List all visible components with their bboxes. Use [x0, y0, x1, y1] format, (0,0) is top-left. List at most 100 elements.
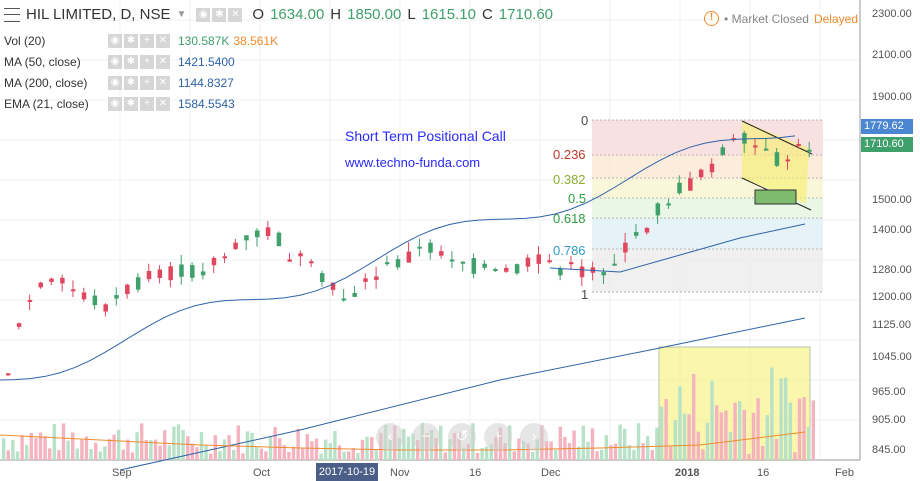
indicator-value: 1584.5543 — [178, 97, 235, 111]
volume-bar — [682, 413, 687, 460]
fib-band — [592, 218, 823, 249]
price-tag-blue: 1779.62 — [861, 119, 913, 134]
fib-band — [592, 249, 823, 292]
volume-bar — [2, 438, 6, 460]
candle-body — [525, 257, 531, 267]
plus-icon[interactable]: + — [140, 34, 154, 48]
menu-icon[interactable] — [4, 7, 20, 22]
volume-bar — [301, 448, 305, 460]
candle-body — [633, 232, 639, 236]
gear-icon[interactable]: ✱ — [124, 76, 138, 90]
gear-icon[interactable]: ✱ — [124, 34, 138, 48]
warning-icon: ! — [704, 11, 720, 26]
plus-icon[interactable]: + — [140, 76, 154, 90]
gear-icon[interactable]: ✱ — [212, 7, 227, 22]
volume-bar — [636, 423, 641, 460]
price-axis-label: 965.00 — [872, 386, 906, 398]
volume-bar — [581, 425, 585, 460]
volume-bar — [61, 423, 66, 460]
candle-body — [125, 284, 130, 295]
eye-icon[interactable]: ◉ — [196, 7, 211, 22]
candle-body — [179, 264, 184, 277]
close-icon[interactable]: ✕ — [156, 97, 170, 111]
zoom-in-icon[interactable]: + — [484, 423, 512, 451]
candle-body — [27, 299, 33, 302]
candle-body — [796, 144, 801, 147]
zoom-out-icon[interactable]: − — [412, 423, 440, 451]
close-icon[interactable]: ✕ — [156, 76, 170, 90]
candle-body — [655, 203, 661, 216]
volume-bar — [20, 435, 24, 460]
price-axis-label: 1500.00 — [872, 194, 912, 206]
eye-icon[interactable]: ◉ — [108, 97, 122, 111]
eye-icon[interactable]: ◉ — [108, 55, 122, 69]
fib-level-1: 1 — [581, 287, 589, 302]
time-axis-label: Feb — [835, 467, 854, 479]
chevron-left-icon[interactable]: ‹ — [376, 423, 404, 451]
time-axis-label: 2018 — [675, 467, 700, 479]
candle-body — [103, 304, 108, 312]
volume-bar — [678, 386, 682, 460]
close-icon[interactable]: ✕ — [156, 55, 170, 69]
price-axis-label: 2100.00 — [872, 49, 912, 61]
annotation-url[interactable]: www.techno-funda.com — [345, 155, 481, 170]
volume-bar — [89, 449, 93, 460]
volume-bar — [485, 446, 489, 460]
candle-body — [38, 282, 43, 288]
volume-bar — [144, 439, 148, 460]
close-icon[interactable]: ✕ — [228, 7, 243, 22]
candle-body — [763, 148, 769, 151]
volume-bar — [788, 402, 792, 460]
candle-body — [244, 235, 249, 241]
volume-bar — [406, 436, 411, 460]
volume-bar — [443, 452, 447, 460]
symbol-name[interactable]: HIL LIMITED, D, NSE — [26, 6, 171, 23]
indicator-name: MA (200, close) — [4, 76, 88, 90]
volume-bar — [25, 444, 29, 460]
market-status[interactable]: ! • Market Closed Delayed — [704, 11, 858, 26]
volume-bar — [135, 432, 139, 460]
reset-icon[interactable]: ↺ — [448, 423, 476, 451]
eye-icon[interactable]: ◉ — [108, 34, 122, 48]
plus-icon[interactable]: + — [140, 97, 154, 111]
gear-icon[interactable]: ✱ — [124, 55, 138, 69]
volume-bar — [287, 451, 291, 460]
volume-bar — [623, 428, 627, 460]
candle-body — [287, 259, 292, 262]
volume-bar — [356, 453, 360, 460]
volume-bar — [259, 448, 263, 460]
volume-bar — [751, 412, 756, 460]
volume-bar — [333, 431, 337, 460]
plus-icon[interactable]: + — [140, 55, 154, 69]
volume-bar — [296, 428, 300, 460]
volume-bar — [770, 367, 774, 460]
candle-body — [406, 251, 412, 263]
candle-body — [114, 295, 119, 299]
volume-bar — [397, 438, 401, 460]
indicator-name: MA (50, close) — [4, 55, 81, 69]
indicator-name: EMA (21, close) — [4, 97, 89, 111]
candle-body — [579, 266, 585, 278]
gear-icon[interactable]: ✱ — [124, 97, 138, 111]
volume-bar — [705, 422, 710, 460]
indicator-ma200[interactable]: MA (200, close) ◉ ✱ + ✕ 1144.8327 — [4, 76, 234, 90]
volume-bar — [512, 451, 516, 460]
chevron-right-icon[interactable]: › — [520, 423, 548, 451]
volume-bar — [11, 439, 15, 460]
indicator-ma50[interactable]: MA (50, close) ◉ ✱ + ✕ 1421.5400 — [4, 55, 235, 69]
volume-bar — [176, 424, 181, 460]
volume-bar — [784, 377, 788, 460]
fib-level-0618: 0.618 — [553, 211, 586, 226]
volume-bar — [761, 446, 765, 460]
price-axis-label: 1900.00 — [872, 91, 912, 103]
symbol-buttons: ◉ ✱ ✕ — [196, 7, 243, 22]
eye-icon[interactable]: ◉ — [108, 76, 122, 90]
candle-body — [211, 257, 217, 266]
chevron-down-icon[interactable]: ▼ — [176, 9, 187, 20]
annotation-title[interactable]: Short Term Positional Call — [345, 128, 506, 144]
indicator-ema21[interactable]: EMA (21, close) ◉ ✱ + ✕ 1584.5543 — [4, 97, 235, 111]
volume-bar — [544, 441, 549, 460]
close-icon[interactable]: ✕ — [156, 34, 170, 48]
indicator-vol[interactable]: Vol (20) ◉ ✱ + ✕ 130.587K 38.561K — [4, 34, 278, 48]
